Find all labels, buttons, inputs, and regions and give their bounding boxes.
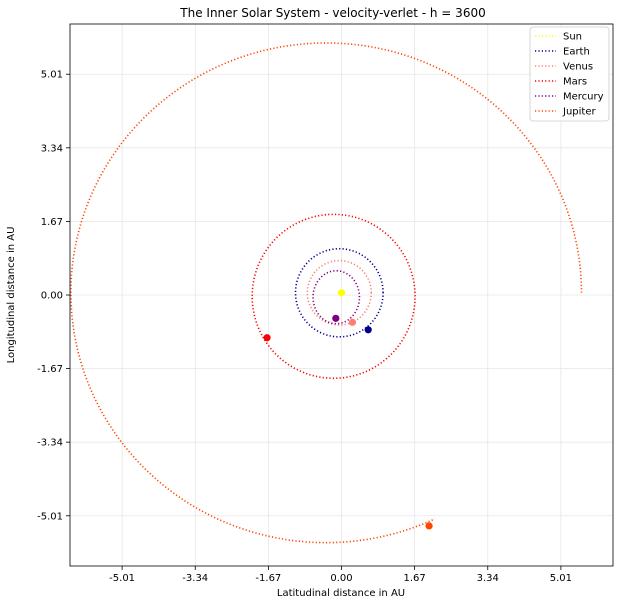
- y-tick-label: 1.67: [41, 217, 63, 228]
- y-tick-label: -3.34: [37, 438, 63, 449]
- x-tick-label: -5.01: [109, 573, 135, 584]
- body-mars: [263, 334, 271, 342]
- y-axis-label: Longitudinal distance in AU: [6, 227, 17, 364]
- x-axis-label: Latitudinal distance in AU: [277, 588, 405, 599]
- legend-label-mercury: Mercury: [563, 92, 604, 103]
- x-tick-label: -3.34: [182, 573, 208, 584]
- legend-label-mars: Mars: [563, 77, 587, 88]
- x-tick-label: 1.67: [403, 573, 425, 584]
- legend-label-sun: Sun: [563, 32, 582, 43]
- orbit-mercury: [312, 269, 361, 325]
- x-tick-label: 3.34: [477, 573, 499, 584]
- legend-label-earth: Earth: [563, 47, 590, 58]
- body-sun: [337, 289, 346, 297]
- x-tick-label: -1.67: [255, 573, 281, 584]
- orbit-mars: [251, 213, 416, 380]
- y-tick-label: 5.01: [41, 70, 63, 81]
- y-tick-label: 3.34: [41, 143, 63, 154]
- body-earth: [364, 326, 372, 334]
- y-tick-label: -5.01: [37, 511, 63, 522]
- legend-label-venus: Venus: [563, 62, 593, 73]
- body-mercury: [332, 314, 340, 322]
- data-layer: [70, 42, 583, 544]
- grid: [70, 24, 613, 566]
- y-tick-label: -1.67: [37, 364, 63, 375]
- legend-label-jupiter: Jupiter: [562, 107, 596, 118]
- x-tick-label: 0.00: [330, 573, 352, 584]
- legend: Sun Earth Venus Mars Mercury Jupiter: [529, 26, 610, 122]
- y-tick-label: 0.00: [41, 291, 63, 302]
- ticks: -5.01 -3.34 -1.67 0.00 1.67 3.34 5.01 -5.01 -3.3…: [37, 70, 572, 584]
- orbit-jupiter: [70, 42, 583, 544]
- x-tick-label: 5.01: [550, 573, 572, 584]
- body-venus: [348, 318, 357, 326]
- chart-title: The Inner Solar System - velocity-verlet…: [179, 6, 485, 20]
- body-jupiter: [425, 522, 433, 530]
